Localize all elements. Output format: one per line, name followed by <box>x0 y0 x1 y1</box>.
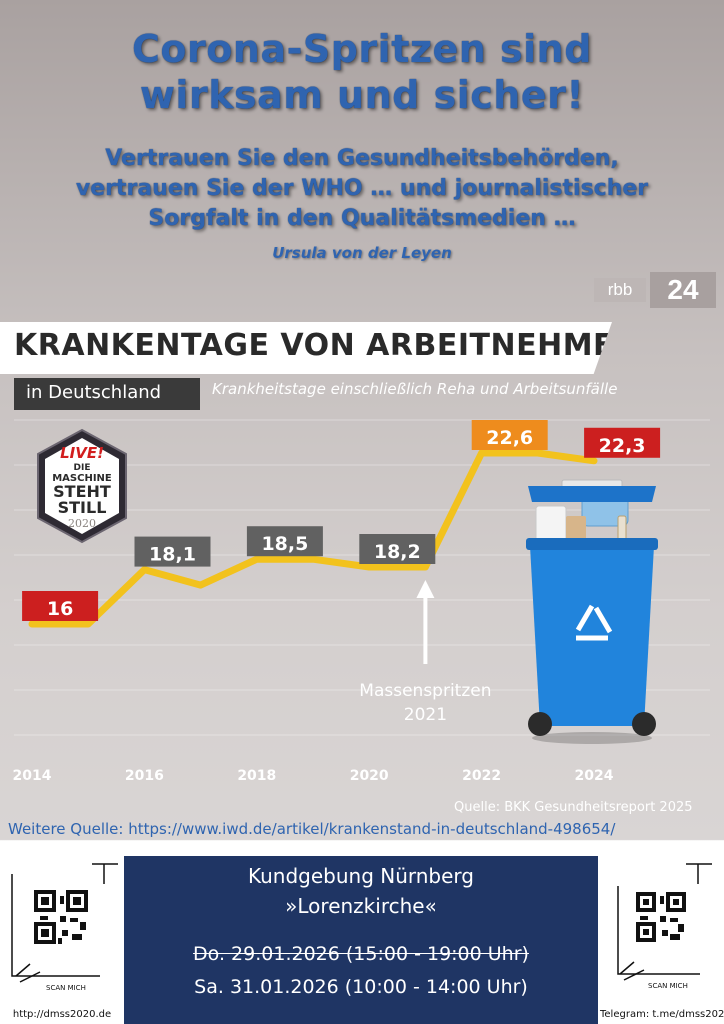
x-tick-label: 2020 <box>350 768 389 784</box>
data-label: 16 <box>47 598 73 620</box>
x-tick-label: 2016 <box>125 768 164 784</box>
qr-code-icon <box>11 863 118 983</box>
stamp-steht: STEHT <box>53 482 111 501</box>
bin-lid <box>528 486 656 502</box>
logo-24: 24 <box>650 272 716 308</box>
qr-card-right[interactable]: SCAN MICH Telegram: t.me/dmss2020 <box>600 856 724 1024</box>
event-box: Kundgebung Nürnberg »Lorenzkirche« Do. 2… <box>124 856 598 1024</box>
data-label-box <box>134 536 211 567</box>
x-tick-label: 2018 <box>237 768 276 784</box>
qr-caption-left: http://dmss2020.de <box>12 1009 112 1020</box>
event-date-cancelled: Do. 29.01.2026 (15:00 - 19:00 Uhr) <box>193 943 529 965</box>
source-label: Quelle: BKK Gesundheitsreport 2025 <box>454 800 693 815</box>
headline: Corona-Spritzen sind wirksam und sicher! <box>0 26 724 118</box>
data-label: 22,3 <box>599 435 646 457</box>
headline-line-2: wirksam und sicher! <box>139 73 585 117</box>
trash-bin-illustration <box>526 479 658 744</box>
recycle-icon <box>575 604 613 641</box>
event-title: Kundgebung Nürnberg <box>247 864 474 888</box>
bin-rim <box>526 538 658 550</box>
data-label: 22,6 <box>486 427 533 449</box>
stamp-year: 2020 <box>68 517 96 530</box>
qr-caption-right: Telegram: t.me/dmss2020 <box>600 1009 724 1020</box>
stamp-inner <box>45 438 119 534</box>
headline-line-1: Corona-Spritzen sind <box>132 27 592 71</box>
rbb24-logo: rbb 24 <box>594 272 716 308</box>
stamp-still: STILL <box>58 498 107 517</box>
stamp-badge: LIVE! DIE MASCHINE STEHT STILL 2020 <box>37 428 127 544</box>
x-tick-label: 2014 <box>13 768 52 784</box>
stamp-live: LIVE! <box>60 444 104 462</box>
quote-line-2: vertrauen Sie der WHO … und journalistis… <box>75 176 649 201</box>
annotation-arrow-head <box>416 580 435 598</box>
event-place: »Lorenzkirche« <box>285 894 437 918</box>
bin-wheel-left <box>528 712 552 736</box>
annotation-label: Massenspritzen <box>359 681 491 701</box>
data-label: 18,5 <box>261 533 308 555</box>
data-label-box <box>359 534 436 564</box>
quote-line-3: Sorgfalt in den Qualitätsmedien … <box>148 206 576 231</box>
line-chart: 16 18,1 18,5 18,2 22,6 22,3 2014 2016 2018 2020 20… <box>13 420 661 784</box>
logo-rbb: rbb <box>594 278 646 302</box>
data-label-box <box>471 420 548 450</box>
data-label: 18,2 <box>374 541 421 563</box>
scan-label-left: SCAN MICH <box>46 984 86 992</box>
event-date: Sa. 31.01.2026 (10:00 - 14:00 Uhr) <box>194 976 528 998</box>
x-tick-label: 2022 <box>462 768 501 784</box>
bin-wheel-right <box>632 712 656 736</box>
quote: Vertrauen Sie den Gesundheitsbehörden, v… <box>0 144 724 234</box>
quote-line-1: Vertrauen Sie den Gesundheitsbehörden, <box>105 146 619 171</box>
stamp-maschine: MASCHINE <box>52 473 112 484</box>
quote-author: Ursula von der Leyen <box>272 244 452 262</box>
data-label-box <box>584 427 661 458</box>
more-source-link[interactable]: Weitere Quelle: https://www.iwd.de/artik… <box>8 820 616 838</box>
qr-code-icon <box>617 863 712 981</box>
chart-title-band: KRANKENTAGE VON ARBEITNEHMERN <box>0 322 612 374</box>
stamp-die: DIE <box>74 463 91 473</box>
qr-card-left[interactable]: SCAN MICH http://dmss2020.de <box>0 856 124 1024</box>
chart-title: KRANKENTAGE VON ARBEITNEHMERN <box>14 328 664 363</box>
data-label-box <box>22 591 99 621</box>
annotation-year: 2021 <box>404 705 447 725</box>
chart-note: Krankheitstage einschließlich Reha und A… <box>212 380 618 398</box>
data-label-box <box>246 526 323 557</box>
chart-subtitle-band: in Deutschland <box>14 378 200 410</box>
scan-label-right: SCAN MICH <box>648 982 688 990</box>
data-label: 18,1 <box>149 544 196 566</box>
x-tick-label: 2024 <box>575 768 614 784</box>
chart-subtitle: in Deutschland <box>26 382 162 403</box>
